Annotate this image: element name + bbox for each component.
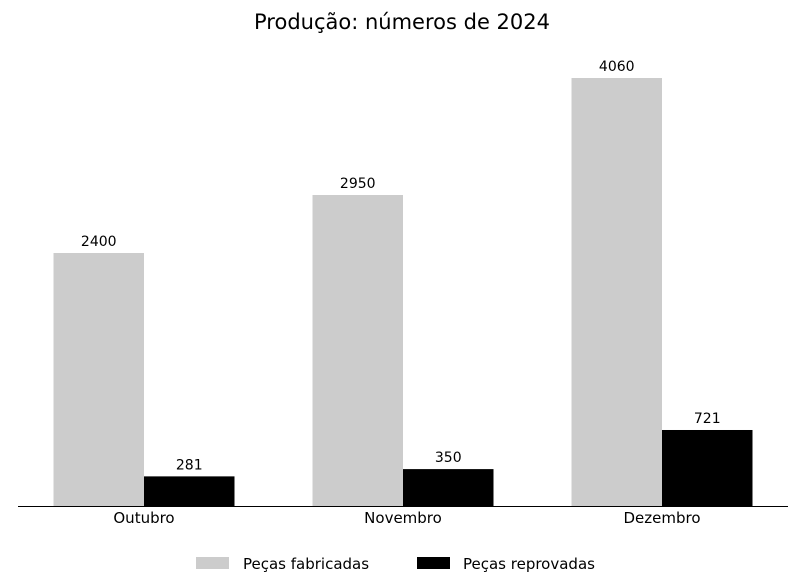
bar-reprovadas-dezembro (662, 429, 753, 506)
value-label-fabricadas-dezembro: 4060 (599, 59, 635, 75)
value-labels-group: 2400 281 2950 350 4060 721 (81, 59, 721, 473)
x-tick-label-outubro: Outubro (113, 509, 174, 527)
legend: Peças fabricadas Peças reprovadas (196, 555, 595, 573)
bar-reprovadas-novembro (403, 469, 494, 506)
legend-swatch-reprovadas (417, 557, 450, 569)
chart-title: Produção: números de 2024 (254, 10, 550, 34)
value-label-fabricadas-novembro: 2950 (340, 176, 376, 192)
x-tick-label-novembro: Novembro (364, 509, 442, 527)
bar-fabricadas-outubro (53, 252, 144, 506)
bars-group (53, 78, 753, 507)
value-label-reprovadas-dezembro: 721 (694, 411, 721, 427)
value-label-reprovadas-novembro: 350 (435, 450, 462, 466)
x-tick-label-dezembro: Dezembro (623, 509, 700, 527)
legend-label-reprovadas: Peças reprovadas (463, 555, 595, 573)
x-tick-labels: Outubro Novembro Dezembro (113, 509, 700, 527)
legend-label-fabricadas: Peças fabricadas (243, 555, 369, 573)
bar-fabricadas-novembro (312, 195, 403, 507)
value-label-fabricadas-outubro: 2400 (81, 234, 117, 250)
legend-swatch-fabricadas (196, 557, 229, 569)
bar-fabricadas-dezembro (571, 78, 662, 506)
bar-reprovadas-outubro (144, 476, 235, 506)
value-label-reprovadas-outubro: 281 (176, 457, 203, 473)
